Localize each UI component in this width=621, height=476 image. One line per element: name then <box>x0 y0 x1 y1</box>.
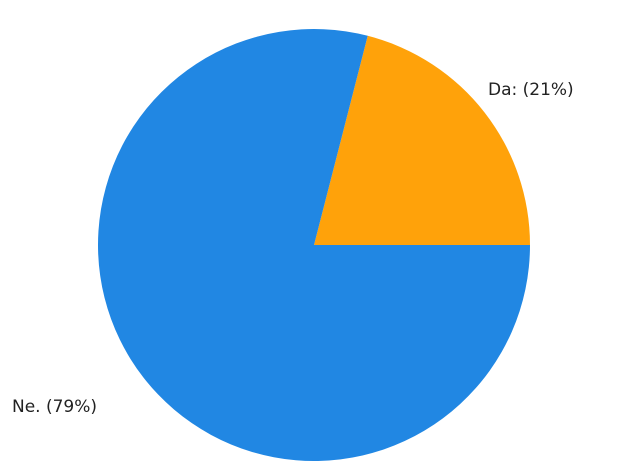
pie-label-da: Da: (21%) <box>488 80 574 100</box>
pie-slices <box>97 29 530 462</box>
pie-slice-ne <box>97 29 530 462</box>
pie-label-ne: Ne. (79%) <box>12 397 97 417</box>
pie-slice-da <box>314 35 530 245</box>
pie-labels: Da: (21%) Ne. (79%) <box>12 80 574 417</box>
